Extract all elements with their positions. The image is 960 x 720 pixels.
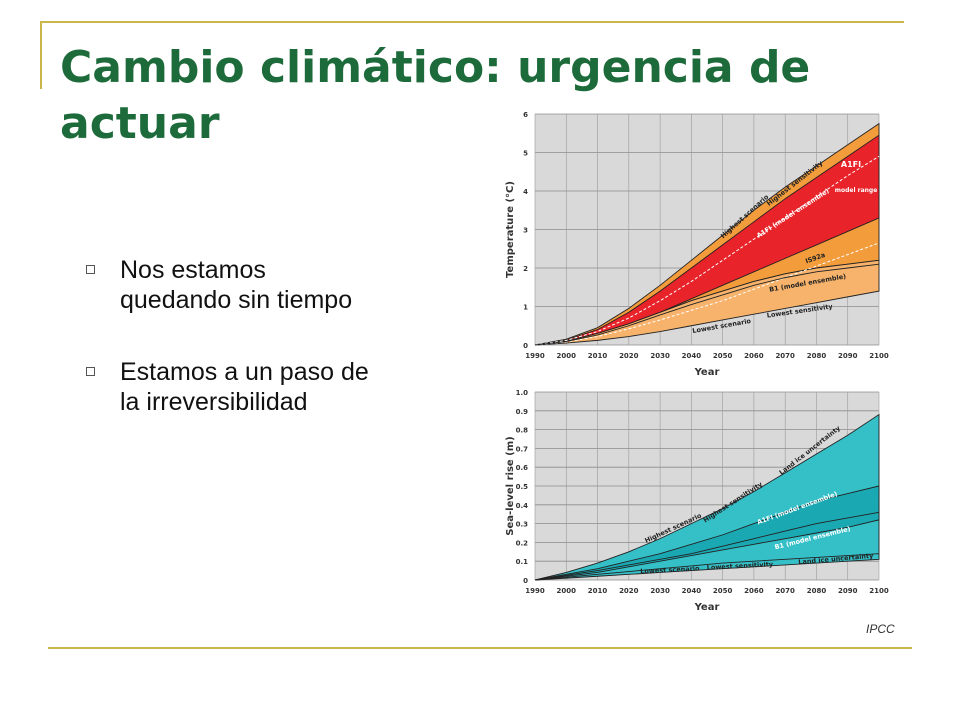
bullet-text: Estamos a un paso de — [120, 358, 369, 386]
y-tick-label: 1.0 — [516, 389, 529, 397]
bullet-item: Estamos a un paso de la irreversibilidad — [84, 357, 464, 417]
y-tick-label: 0.7 — [516, 445, 529, 453]
x-tick-label: 1990 — [525, 352, 545, 360]
x-tick-label: 2080 — [807, 587, 827, 595]
slide-title-line: Cambio climático: urgencia de — [60, 42, 811, 93]
y-tick-label: 3 — [523, 227, 528, 235]
slide-title-line: actuar — [60, 98, 220, 149]
x-tick-label: 2090 — [838, 587, 858, 595]
chart-annotation: A1FI — [841, 160, 861, 169]
bullet-text: quedando sin tiempo — [120, 286, 353, 314]
x-tick-label: 2000 — [557, 587, 577, 595]
y-tick-label: 0.2 — [516, 539, 529, 547]
temperature-chart: 0 1 2 3 4 5 6 1990 2000 2010 2020 2030 2040 2050 2060 2… — [505, 111, 889, 378]
x-axis-label: Year — [694, 602, 720, 613]
sea-level-chart: 0 0.1 0.2 0.3 0.4 0.5 0.6 0.7 0.8 0.9 1.0 1990 2000 2… — [505, 389, 889, 613]
x-tick-label: 2070 — [775, 352, 795, 360]
bullet-item: Nos estamos quedando sin tiempo — [84, 255, 464, 315]
series-line — [534, 263, 880, 346]
y-axis-label: Sea-level rise (m) — [505, 436, 516, 535]
x-axis-label: Year — [694, 367, 720, 378]
y-tick-label: 4 — [523, 188, 528, 196]
x-tick-label: 2090 — [838, 352, 858, 360]
dashed-series-line — [534, 242, 880, 346]
x-tick-label: 2060 — [744, 587, 764, 595]
x-tick-label: 1990 — [525, 587, 545, 595]
x-tick-label: 2080 — [807, 352, 827, 360]
x-tick-label: 2010 — [588, 352, 608, 360]
y-tick-label: 0.4 — [516, 502, 529, 510]
y-tick-label: 0.3 — [516, 521, 529, 529]
y-tick-label: 0.8 — [516, 427, 529, 435]
uncertainty-band — [534, 259, 880, 346]
chart-annotation: Lowest sensitivity — [707, 560, 774, 572]
bullet-text: Nos estamos — [120, 256, 266, 284]
y-tick-label: 2 — [523, 265, 528, 273]
y-tick-label: 0 — [523, 342, 528, 350]
x-tick-label: 2100 — [869, 587, 889, 595]
y-tick-label: 6 — [523, 111, 528, 119]
y-tick-label: 0.1 — [516, 558, 529, 566]
x-tick-label: 2050 — [713, 352, 733, 360]
slide-title: Cambio climático: urgencia de actuar — [60, 40, 860, 152]
x-tick-label: 2020 — [619, 587, 639, 595]
y-tick-label: 0 — [523, 577, 528, 585]
x-tick-label: 2030 — [650, 352, 670, 360]
y-tick-label: 5 — [523, 150, 528, 158]
square-bullet-icon — [86, 367, 95, 376]
frame-bottom-rule — [48, 647, 912, 649]
series-line — [534, 511, 880, 581]
x-tick-label: 2100 — [869, 352, 889, 360]
x-tick-label: 2070 — [775, 587, 795, 595]
bullet-list: Nos estamos quedando sin tiempo Estamos … — [84, 255, 464, 459]
frame-left-rule — [40, 21, 42, 89]
x-tick-label: 2000 — [557, 352, 577, 360]
x-tick-label: 2040 — [682, 587, 702, 595]
x-tick-label: 2020 — [619, 352, 639, 360]
y-tick-label: 0.5 — [516, 483, 529, 491]
y-tick-label: 0.9 — [516, 408, 529, 416]
series-line — [534, 553, 880, 581]
uncertainty-band — [534, 485, 880, 581]
x-tick-label: 2040 — [682, 352, 702, 360]
square-bullet-icon — [86, 265, 95, 274]
y-tick-label: 1 — [523, 304, 528, 312]
chart-annotation: Lowest scenario — [640, 564, 700, 575]
y-tick-label: 0.6 — [516, 464, 529, 472]
bullet-text: la irreversibilidad — [120, 388, 308, 416]
chart-annotation: model range — [835, 187, 878, 194]
x-tick-label: 2050 — [713, 587, 733, 595]
frame-top-rule — [40, 21, 904, 23]
y-axis-label: Temperature (°C) — [505, 181, 516, 278]
x-tick-label: 2060 — [744, 352, 764, 360]
x-tick-label: 2010 — [588, 587, 608, 595]
source-credit: IPCC — [866, 622, 895, 636]
x-tick-label: 2030 — [650, 587, 670, 595]
